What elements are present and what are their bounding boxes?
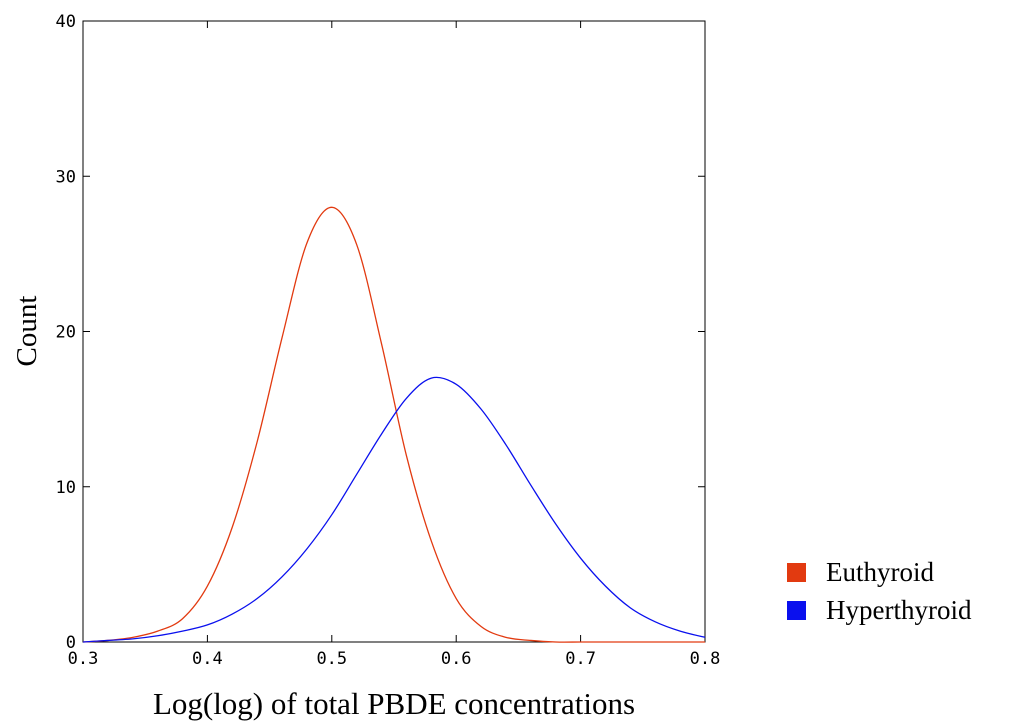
y-tick-label: 30 (56, 167, 76, 187)
legend-swatch-hyperthyroid (787, 601, 806, 620)
x-tick-label: 0.6 (441, 649, 472, 669)
x-tick-label: 0.3 (68, 649, 99, 669)
y-tick-label: 40 (56, 12, 76, 32)
x-tick-label: 0.5 (316, 649, 347, 669)
x-tick-label: 0.8 (690, 649, 721, 669)
x-axis-title: Log(log) of total PBDE concentrations (153, 686, 635, 721)
legend-item-euthyroid: Euthyroid (787, 557, 934, 587)
legend-label-euthyroid: Euthyroid (826, 557, 934, 587)
y-tick-label: 0 (66, 633, 76, 653)
axis-ticks (82, 20, 706, 643)
series-line-euthyroid (82, 206, 705, 643)
x-tick-label: 0.7 (565, 649, 596, 669)
y-axis-title: Count (11, 296, 43, 367)
x-tick-label: 0.4 (192, 649, 223, 669)
legend: Euthyroid Hyperthyroid (787, 557, 972, 625)
legend-swatch-euthyroid (787, 563, 806, 582)
y-tick-label: 20 (56, 323, 76, 343)
legend-label-hyperthyroid: Hyperthyroid (826, 595, 972, 625)
tick-labels: 0.3 0.4 0.5 0.6 0.7 0.8 0 10 20 30 40 (56, 12, 721, 669)
plot-frame (82, 20, 706, 643)
series-layer (82, 206, 706, 643)
y-tick-label: 10 (56, 478, 76, 498)
legend-item-hyperthyroid: Hyperthyroid (787, 595, 972, 625)
series-line-hyperthyroid (82, 376, 706, 643)
